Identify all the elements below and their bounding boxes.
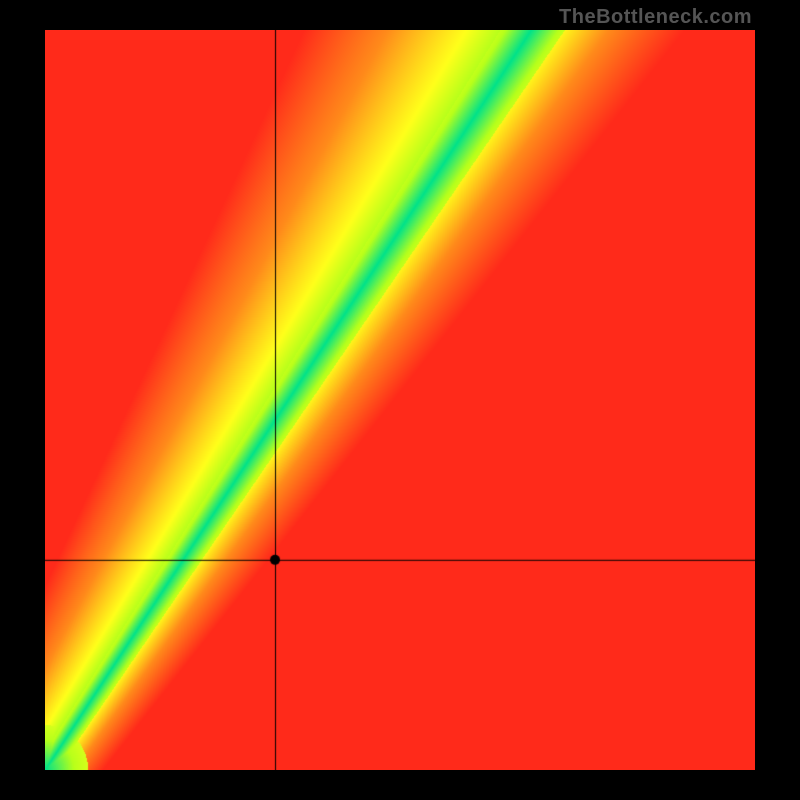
bottleneck-heatmap: [45, 30, 755, 770]
watermark-text: TheBottleneck.com: [559, 6, 752, 29]
